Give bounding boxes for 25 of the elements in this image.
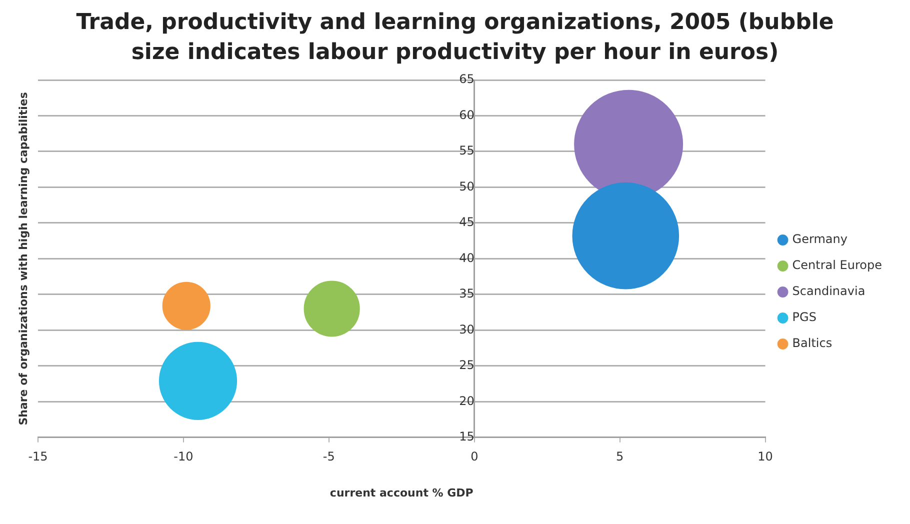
y-tick-label: 20 (459, 394, 474, 408)
y-tick-label: 65 (459, 72, 474, 86)
x-tick-label: 10 (758, 450, 773, 464)
legend-label: Baltics (792, 336, 832, 350)
x-tick-label: 5 (616, 450, 624, 464)
y-tick-label: 45 (459, 215, 474, 230)
y-tick-label: 60 (459, 108, 474, 122)
x-tick-label: 0 (470, 450, 478, 464)
y-tick-label: 50 (459, 179, 474, 194)
y-axis-title: Share of organizations with high learning capabilities (16, 92, 30, 426)
y-tick-label: 35 (459, 286, 474, 301)
y-tick-label: 15 (459, 430, 474, 444)
x-tick-label: -15 (28, 450, 48, 464)
legend-label: Scandinavia (792, 284, 866, 298)
legend-label: Central Europe (792, 258, 882, 272)
x-tick-label: -10 (174, 450, 194, 464)
legend-label: Germany (792, 232, 848, 246)
y-tick-label: 55 (459, 144, 474, 158)
x-tick-label: -5 (322, 450, 335, 464)
legend-label: PGS (792, 310, 816, 324)
y-tick-label: 40 (459, 250, 474, 265)
chart-title: Trade, productivity and learning organizations, 2005 (bubble size indicates labour productivity per hour in euros) (75, 9, 835, 67)
y-tick-label: 30 (459, 322, 474, 336)
x-axis-title: current account % GDP (330, 486, 474, 500)
y-tick-label: 25 (459, 358, 474, 372)
